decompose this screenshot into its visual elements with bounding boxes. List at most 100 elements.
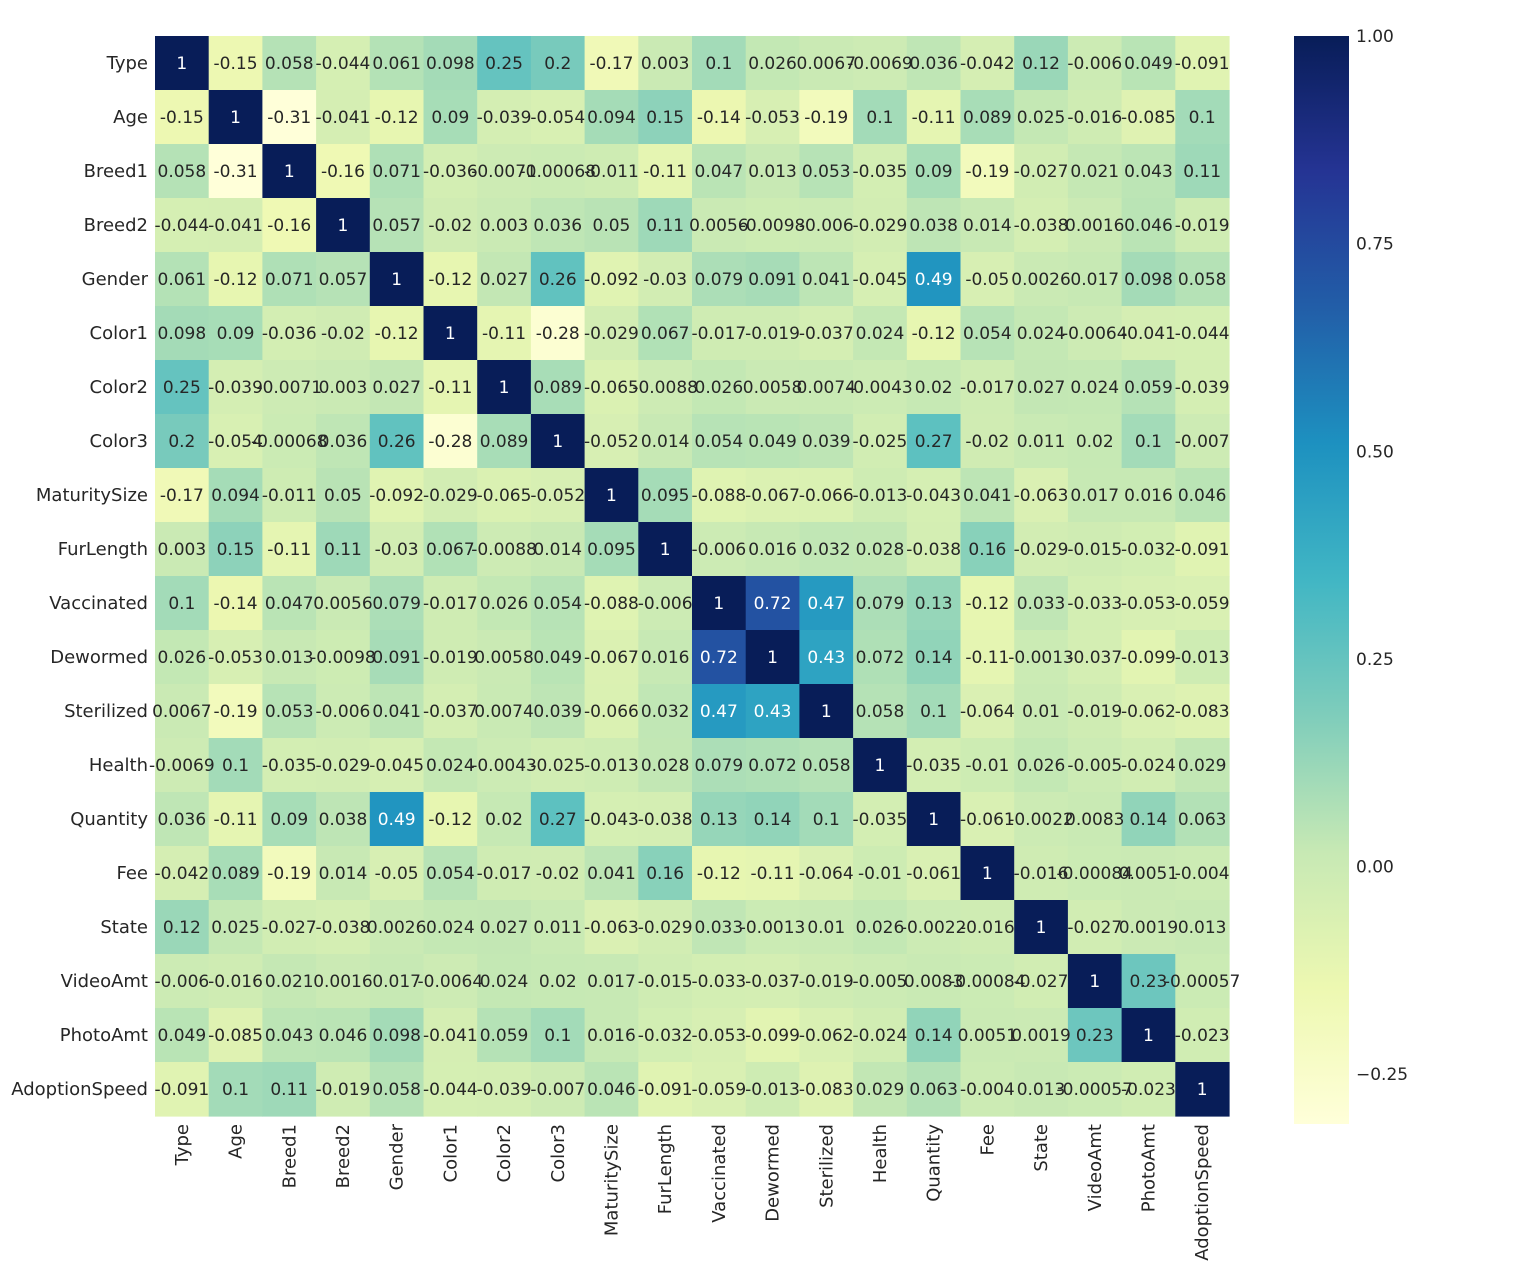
heatmap-cell — [423, 954, 478, 1009]
heatmap-cell — [262, 792, 317, 847]
cell-annotation: -0.013 — [584, 756, 639, 776]
cell-annotation: 1 — [230, 108, 241, 128]
cell-annotation: 0.25 — [485, 54, 523, 74]
y-tick-label: AdoptionSpeed — [11, 1079, 148, 1100]
colorbar-tick-label: −0.25 — [1356, 1065, 1408, 1085]
cell-annotation: -0.19 — [965, 162, 1009, 182]
heatmap-cell — [745, 630, 800, 685]
cell-annotation: -0.0013 — [1008, 648, 1074, 668]
cell-annotation: -0.044 — [1175, 324, 1230, 344]
cell-annotation: -0.044 — [154, 216, 209, 236]
cell-annotation: -0.0069 — [149, 756, 215, 776]
cell-annotation: 1 — [713, 594, 724, 614]
cell-annotation: -0.01 — [858, 864, 902, 884]
cell-annotation: -0.085 — [1121, 108, 1176, 128]
heatmap-cell — [638, 1062, 693, 1117]
cell-annotation: -0.035 — [906, 756, 961, 776]
heatmap-cell — [584, 738, 639, 793]
cell-annotation: -0.017 — [960, 378, 1015, 398]
heatmap-cell — [1067, 198, 1123, 253]
cell-annotation: 0.23 — [1076, 1026, 1114, 1046]
heatmap-cell — [853, 576, 908, 631]
heatmap-cell — [1014, 36, 1069, 91]
cell-annotation: 0.026 — [158, 648, 207, 668]
heatmap-cell — [423, 306, 478, 361]
heatmap-cell — [745, 954, 800, 1009]
cell-annotation: -0.011 — [262, 486, 317, 506]
cell-annotation: -0.024 — [853, 1026, 908, 1046]
heatmap-cell — [1014, 522, 1069, 577]
heatmap-cell — [477, 252, 532, 307]
heatmap-cell — [745, 1008, 800, 1063]
heatmap-cell — [423, 36, 478, 91]
cell-annotation: -0.11 — [751, 864, 795, 884]
heatmap-cell — [960, 1008, 1015, 1063]
cell-annotation: -0.005 — [1067, 756, 1122, 776]
cell-annotation: -0.063 — [584, 918, 639, 938]
heatmap-cell — [530, 576, 586, 631]
heatmap-cell — [423, 900, 478, 955]
heatmap-cell — [745, 1062, 800, 1117]
cell-annotation: 0.11 — [270, 1080, 308, 1100]
heatmap-cell — [208, 954, 263, 1009]
cell-annotation: 0.014 — [319, 864, 368, 884]
cell-annotation: -0.037 — [423, 702, 478, 722]
heatmap-cell — [1121, 360, 1176, 415]
cell-annotation: 0.095 — [641, 486, 690, 506]
heatmap-cell — [155, 630, 210, 685]
cell-annotation: 0.02 — [539, 972, 577, 992]
colorbar-tick-label: 0.50 — [1356, 442, 1394, 462]
cell-annotation: -0.00068 — [251, 432, 327, 452]
heatmap-cell — [369, 468, 425, 523]
heatmap-cell — [477, 360, 532, 415]
cell-annotation: -0.0022 — [1008, 810, 1074, 830]
y-tick-label: Breed2 — [84, 215, 148, 236]
cell-annotation: -0.061 — [906, 864, 961, 884]
heatmap-cell — [853, 630, 908, 685]
heatmap-cell — [1014, 846, 1069, 901]
cell-annotation: 0.14 — [1130, 810, 1168, 830]
heatmap-cell — [423, 144, 478, 199]
cell-annotation: 0.2 — [168, 432, 195, 452]
heatmap-cell — [262, 738, 317, 793]
cell-annotation: -0.025 — [853, 432, 908, 452]
heatmap-cell — [369, 144, 425, 199]
cell-annotation: -0.041 — [208, 216, 263, 236]
cell-annotation: 0.036 — [158, 810, 207, 830]
cell-annotation: -0.19 — [214, 702, 258, 722]
cell-annotation: 0.027 — [480, 918, 529, 938]
heatmap-cell — [316, 360, 371, 415]
cell-annotation: 0.017 — [587, 972, 636, 992]
heatmap-cell — [369, 900, 425, 955]
cell-annotation: -0.0064 — [1062, 324, 1128, 344]
heatmap-cell — [906, 900, 962, 955]
cell-annotation: -0.039 — [477, 108, 532, 128]
heatmap-cell — [584, 954, 639, 1009]
cell-annotation: -0.038 — [1014, 216, 1069, 236]
heatmap-cell — [477, 36, 532, 91]
cell-annotation: -0.0022 — [901, 918, 967, 938]
heatmap-cell — [316, 576, 371, 631]
heatmap-cell — [155, 360, 210, 415]
cell-annotation: 0.098 — [426, 54, 475, 74]
heatmap-cell — [906, 522, 962, 577]
cell-annotation: 0.0058 — [474, 648, 533, 668]
cell-annotation: 0.0074 — [474, 702, 533, 722]
heatmap-cell — [638, 306, 693, 361]
heatmap-cell — [208, 792, 263, 847]
heatmap-cell — [316, 306, 371, 361]
cell-annotation: -0.019 — [1175, 216, 1230, 236]
heatmap-cell — [1067, 360, 1123, 415]
heatmap-cell — [1175, 1008, 1230, 1063]
heatmap-cell — [799, 576, 854, 631]
heatmap-cell — [638, 1008, 693, 1063]
cell-annotation: 0.067 — [426, 540, 475, 560]
cell-annotation: -0.005 — [853, 972, 908, 992]
cell-annotation: 0.058 — [1178, 270, 1227, 290]
x-tick-label: Color3 — [548, 1124, 569, 1182]
cell-annotation: 0.0083 — [904, 972, 963, 992]
heatmap-cell — [1175, 1062, 1230, 1117]
cell-annotation: -0.011 — [584, 162, 639, 182]
cell-annotation: 0.072 — [856, 648, 905, 668]
